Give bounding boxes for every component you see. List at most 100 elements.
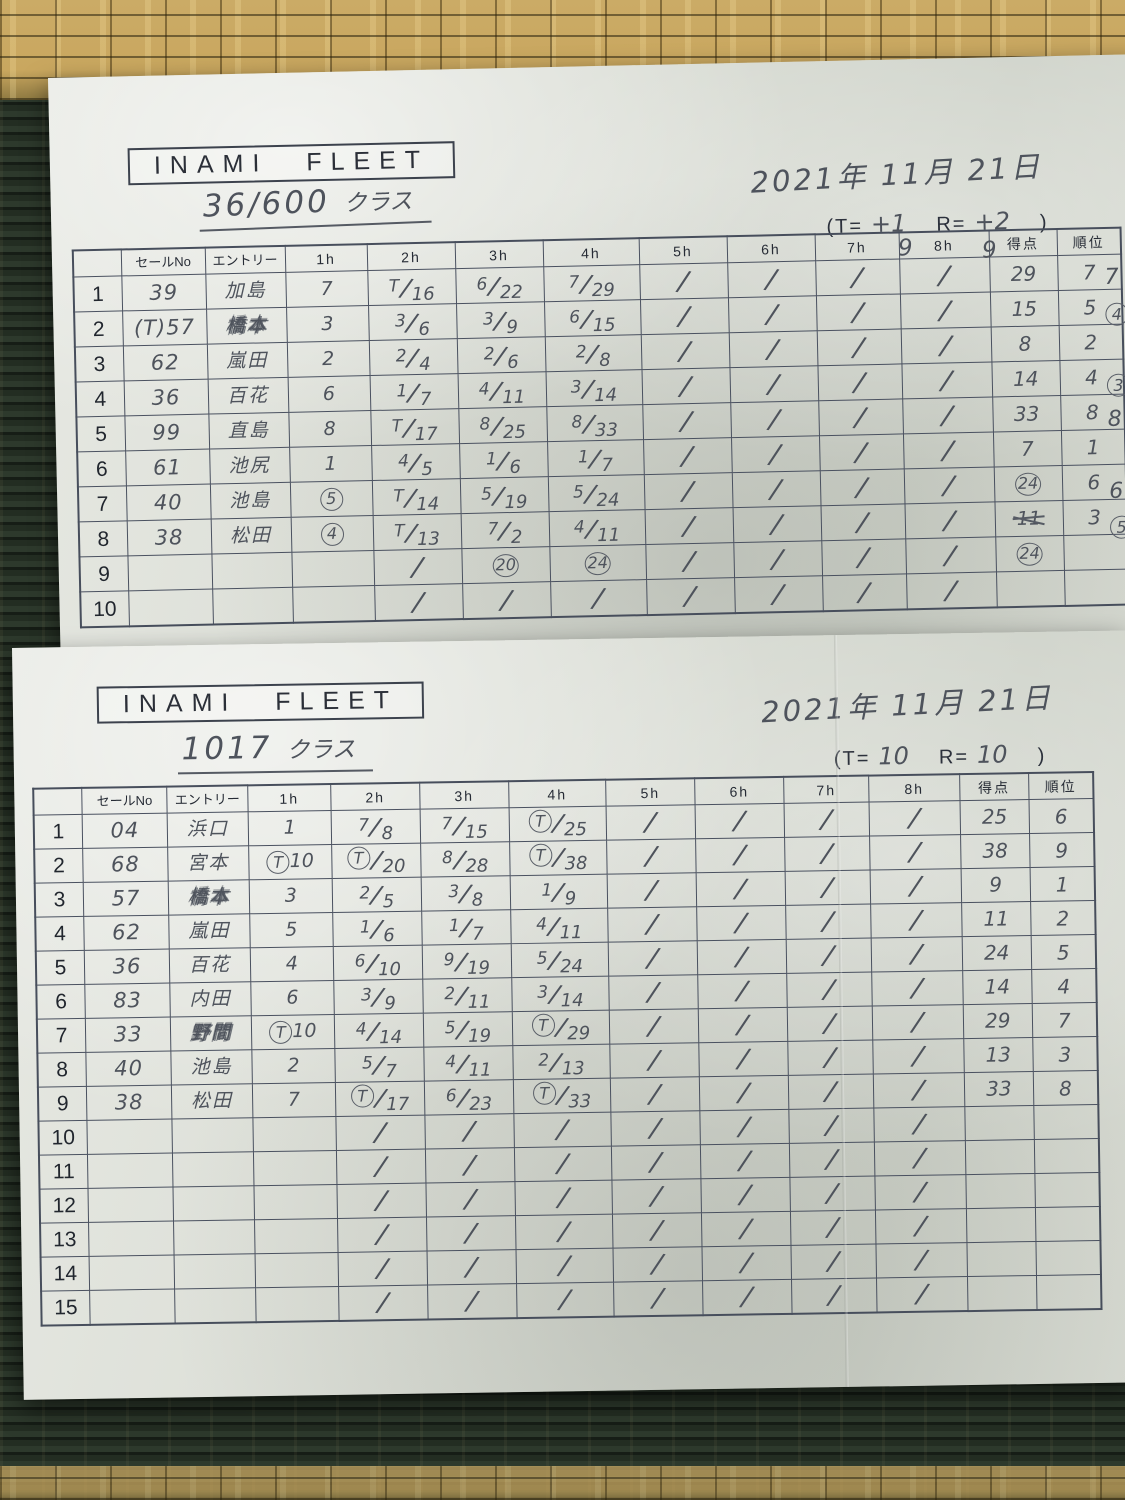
hour-2-cell: 6/10	[333, 945, 423, 981]
sail-no: (T)57	[122, 309, 207, 346]
fleet-title: INAMI FLEET	[122, 685, 399, 719]
handwritten-value: 15	[1011, 295, 1038, 321]
handwritten-value: 25	[502, 421, 527, 443]
slash-mark: /	[376, 1286, 390, 1319]
rank-cell: 3	[1032, 1036, 1098, 1072]
hour-1-cell: 4	[290, 515, 374, 553]
column-header: エントリー	[166, 785, 249, 814]
slash-mark: /	[681, 475, 695, 508]
handwritten-value: 3	[448, 882, 460, 903]
hour-5-cell: /	[639, 297, 729, 335]
slash-mark: /	[592, 582, 605, 615]
hour-8-cell: /	[902, 431, 994, 469]
entry-name: 野間	[170, 1015, 252, 1052]
hour-3-cell: 1/6	[459, 441, 548, 479]
hour-3-cell: /	[427, 1283, 517, 1320]
slash-mark: /	[647, 1010, 661, 1043]
hour-5-cell: /	[609, 1008, 699, 1045]
sail-no	[89, 1255, 175, 1291]
hour-1-cell	[254, 1252, 339, 1288]
hour-6-cell: /	[700, 1177, 791, 1213]
handwritten-value: 3	[284, 884, 298, 907]
slash-mark: /	[581, 373, 595, 404]
hour-1-cell: 2	[251, 1048, 336, 1084]
handwritten-value: 13	[985, 1042, 1012, 1067]
handwritten-value: T	[391, 415, 403, 437]
hour-4-cell: 2/8	[544, 334, 642, 372]
slash-mark: /	[464, 1183, 477, 1216]
circled-value: 4	[1105, 302, 1125, 326]
slash-mark: /	[740, 1281, 754, 1313]
hour-3-cell: 9/19	[422, 943, 512, 980]
entry-name: 百花	[169, 947, 251, 984]
slash-mark: /	[855, 471, 869, 504]
hour-8-cell: /	[872, 1038, 965, 1075]
slash-mark: /	[463, 1115, 476, 1148]
slash-mark: /	[824, 1041, 837, 1074]
handwritten-value: 14	[379, 1026, 403, 1049]
slash-mark: /	[827, 1245, 841, 1278]
hour-8-cell: /	[873, 1106, 966, 1143]
score-cell: 9	[960, 867, 1031, 903]
hour-5-cell: /	[639, 262, 728, 300]
slash-mark: /	[733, 805, 747, 838]
circled-value: T	[346, 846, 371, 871]
column-header: 4h	[508, 779, 606, 808]
handwritten-value: 29	[984, 1008, 1011, 1033]
hour-2-cell: 2/5	[332, 877, 422, 913]
hour-8-cell: /	[868, 800, 961, 837]
row-number: 13	[40, 1222, 90, 1258]
hour-5-cell: /	[643, 437, 732, 475]
slash-mark: /	[646, 942, 660, 975]
slash-mark: /	[552, 876, 565, 907]
hour-6-cell: /	[734, 575, 823, 614]
sail-no: 04	[82, 813, 168, 849]
handwritten-value: 7	[568, 271, 580, 293]
handwritten-value: 7	[358, 815, 370, 836]
slash-mark: /	[651, 1282, 665, 1315]
column-header: 8h	[868, 774, 960, 803]
slash-mark: /	[463, 1149, 477, 1182]
slash-mark: /	[913, 1108, 926, 1141]
rank-cell	[1063, 569, 1125, 606]
hour-7-cell: /	[791, 1278, 877, 1314]
slash-mark: /	[369, 844, 383, 875]
sail-no: 33	[85, 1017, 171, 1053]
slash-mark: /	[942, 469, 956, 502]
slash-mark: /	[822, 939, 836, 972]
handwritten-value: 8	[323, 417, 336, 440]
slash-mark: /	[375, 1218, 389, 1251]
column-header: 4h	[542, 238, 640, 267]
handwritten-value: 4	[355, 1019, 367, 1040]
hour-5-cell: /	[641, 367, 731, 405]
score-cell: 11	[994, 500, 1064, 537]
handwritten-value: 8	[381, 823, 394, 845]
handwritten-value: 1	[283, 816, 296, 839]
handwritten-value: 2	[395, 345, 407, 366]
slash-mark: /	[735, 941, 749, 974]
entry-name	[174, 1253, 256, 1290]
handwritten-value: 38	[564, 852, 588, 875]
margin-rank-note: 6	[1109, 477, 1124, 503]
hour-2-cell: /	[337, 1217, 427, 1253]
slash-mark: /	[586, 338, 600, 369]
column-header: セールNo	[81, 786, 168, 815]
hour-6-cell: /	[695, 837, 786, 873]
slash-mark: /	[368, 811, 382, 842]
hour-4-cell: 5/24	[547, 474, 645, 512]
slash-mark: /	[739, 1213, 753, 1245]
hour-4-cell: 2/13	[512, 1044, 611, 1080]
rank-cell: 1	[1029, 866, 1096, 902]
column-header: 5h	[605, 778, 695, 807]
slash-mark: /	[769, 473, 783, 506]
handwritten-value: 7	[385, 1061, 398, 1083]
handwritten-value: 29	[567, 1022, 591, 1045]
hour-2-cell: 1/6	[332, 911, 423, 947]
slash-mark: /	[856, 506, 870, 539]
hour-2-cell: /	[338, 1285, 428, 1321]
slash-mark: /	[369, 879, 383, 910]
handwritten-value: 22	[499, 281, 524, 303]
slash-mark: /	[739, 1179, 753, 1211]
hour-2-cell: 3/6	[368, 303, 457, 341]
hour-4-cell: /	[515, 1214, 613, 1250]
